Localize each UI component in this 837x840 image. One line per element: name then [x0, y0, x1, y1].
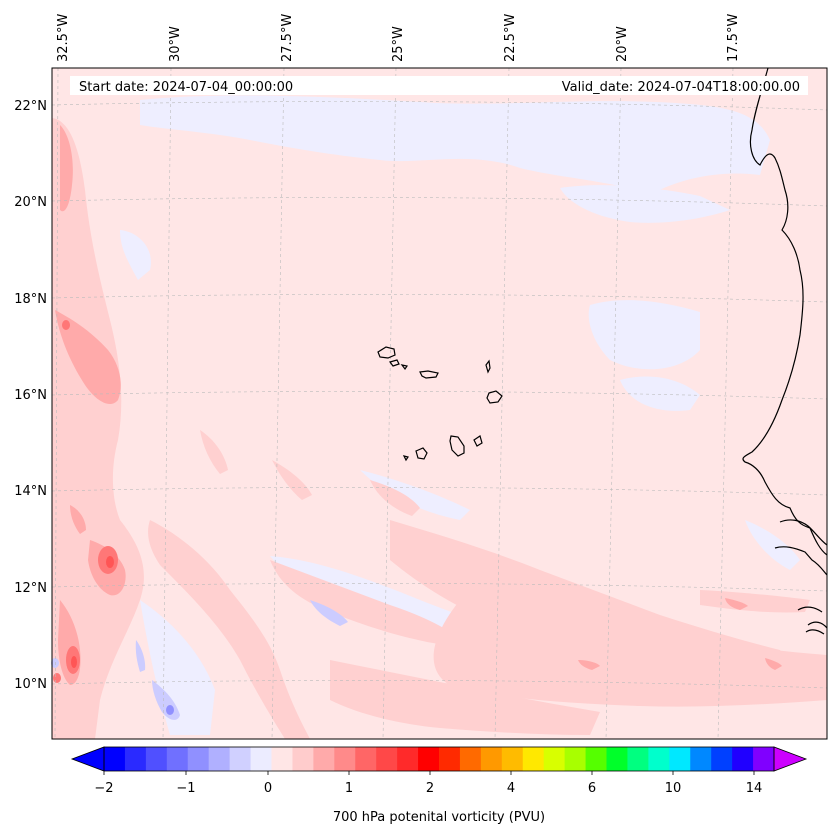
colorbar-cell: [334, 747, 356, 771]
lon-label-20w: 20°W: [615, 26, 630, 62]
map-frame: [51, 67, 828, 740]
cbar-tick-0: 0: [264, 781, 272, 796]
colorbar-cell: [292, 747, 314, 771]
colorbar-frame: [103, 746, 775, 772]
colorbar-cell: [376, 747, 398, 771]
cbar-tick-10: 10: [665, 781, 682, 796]
colorbar-tick-labels: −2 −1 0 1 2 4 6 10 14: [94, 781, 762, 796]
colorbar-extend-high: [773, 746, 808, 772]
colorbar-cell: [459, 747, 482, 771]
pv-positive-cores: [71, 556, 114, 668]
cbar-tick-4: 4: [507, 781, 515, 796]
colorbar-cell: [711, 747, 733, 771]
colorbar-cells: [104, 747, 775, 771]
lon-label-25w: 25°W: [391, 26, 406, 62]
colorbar-label: 700 hPa potenital vorticity (PVU): [333, 810, 545, 825]
cbar-tick-m2: −2: [94, 781, 113, 796]
colorbar-cell: [690, 747, 712, 771]
pv-negative-lobes: [51, 600, 348, 720]
colorbar-cell: [229, 747, 252, 771]
longitude-labels: 32.5°W 30°W 27.5°W 25°W 22.5°W 20°W 17.5…: [56, 14, 741, 62]
colorbar-cell: [627, 747, 649, 771]
colorbar-cell: [166, 747, 189, 771]
latitude-labels: 22°N 20°N 18°N 16°N 14°N 12°N 10°N: [14, 99, 47, 692]
colorbar-cell: [648, 747, 670, 771]
lat-label-16n: 16°N: [14, 388, 47, 403]
colorbar-cell: [250, 747, 272, 771]
lat-label-18n: 18°N: [14, 292, 47, 307]
lon-label-17-5w: 17.5°W: [726, 14, 741, 62]
cbar-tick-m1: −1: [176, 781, 195, 796]
graticule: [51, 67, 828, 740]
cbar-tick-14: 14: [746, 781, 763, 796]
colorbar-cell: [732, 747, 754, 771]
valid-date-box: [270, 76, 808, 95]
colorbar-cell: [606, 747, 628, 771]
colorbar-cell: [480, 747, 503, 771]
lon-label-32-5w: 32.5°W: [56, 14, 71, 62]
lon-label-22-5w: 22.5°W: [503, 14, 518, 62]
lat-label-20n: 20°N: [14, 195, 47, 210]
colorbar-cell: [543, 747, 566, 771]
lat-label-14n: 14°N: [14, 484, 47, 499]
colorbar: −2 −1 0 1 2 4 6 10 14 700 hPa potenital …: [70, 746, 808, 825]
colorbar-cell: [753, 747, 775, 771]
colorbar-cell: [187, 747, 210, 771]
cbar-tick-2: 2: [426, 781, 434, 796]
cbar-tick-1: 1: [345, 781, 353, 796]
lat-label-22n: 22°N: [14, 99, 47, 114]
colorbar-cell: [355, 747, 377, 771]
colorbar-cell: [585, 747, 607, 771]
valid-date-label: Valid_date: 2024-07-04T18:00:00.00: [562, 80, 800, 95]
colorbar-cell: [313, 747, 335, 771]
coastline-africa: [742, 67, 828, 635]
colorbar-cell: [104, 747, 126, 771]
colorbar-cell: [208, 747, 231, 771]
colorbar-extend-low: [70, 746, 105, 772]
cbar-tick-6: 6: [588, 781, 596, 796]
start-date-box: [70, 76, 270, 95]
colorbar-cell: [271, 747, 293, 771]
colorbar-cell: [124, 747, 147, 771]
colorbar-cell: [564, 747, 587, 771]
colorbar-cell: [522, 747, 545, 771]
start-date-label: Start date: 2024-07-04_00:00:00: [79, 80, 293, 95]
colorbar-cell: [397, 747, 419, 771]
lon-label-30w: 30°W: [168, 26, 183, 62]
colorbar-cell: [145, 747, 168, 771]
map-panel: Start date: 2024-07-04_00:00:00 Valid_da…: [51, 67, 828, 740]
colorbar-cell: [501, 747, 524, 771]
cape-verde-islands: [377, 346, 503, 462]
lat-label-10n: 10°N: [14, 677, 47, 692]
colorbar-cell: [669, 747, 691, 771]
lat-label-12n: 12°N: [14, 581, 47, 596]
colorbar-cell: [418, 747, 440, 771]
colorbar-ticks: [103, 771, 755, 775]
colorbar-cell: [439, 747, 461, 771]
lon-label-27-5w: 27.5°W: [280, 14, 295, 62]
